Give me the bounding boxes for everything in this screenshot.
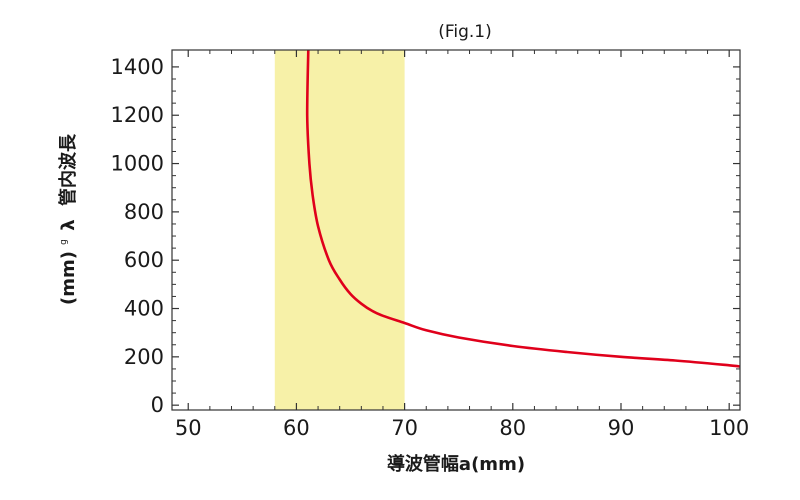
y-axis-label-symbol: λ [58, 219, 79, 230]
x-tick-label: 100 [709, 416, 749, 440]
y-tick-label: 400 [124, 297, 164, 321]
y-tick-label: 1000 [111, 152, 164, 176]
highlight-band [274, 50, 405, 410]
plot-frame [171, 49, 741, 411]
x-tick-label: 70 [391, 416, 418, 440]
y-axis-label-unit: (mm) [58, 251, 79, 305]
y-tick-label: 200 [124, 345, 164, 369]
y-tick-label: 1200 [111, 103, 164, 127]
x-tick-label: 60 [283, 416, 310, 440]
y-tick-label: 1400 [111, 55, 164, 79]
x-tick-label: 80 [499, 416, 526, 440]
y-tick-label: 600 [124, 248, 164, 272]
x-tick-label: 50 [175, 416, 202, 440]
y-axis-label: 管内波長 λ g (mm) [57, 133, 79, 305]
series-line-0 [305, 50, 740, 368]
x-tick-label: 90 [608, 416, 635, 440]
x-axis-label: 導波管幅a(mm) [387, 453, 525, 475]
y-axis-label-subscript: g [59, 239, 69, 245]
y-tick-label: 0 [151, 393, 164, 417]
chart-title: (Fig.1) [438, 22, 492, 42]
y-tick-label: 800 [124, 200, 164, 224]
y-axis-label-main: 管内波長 [57, 133, 79, 206]
